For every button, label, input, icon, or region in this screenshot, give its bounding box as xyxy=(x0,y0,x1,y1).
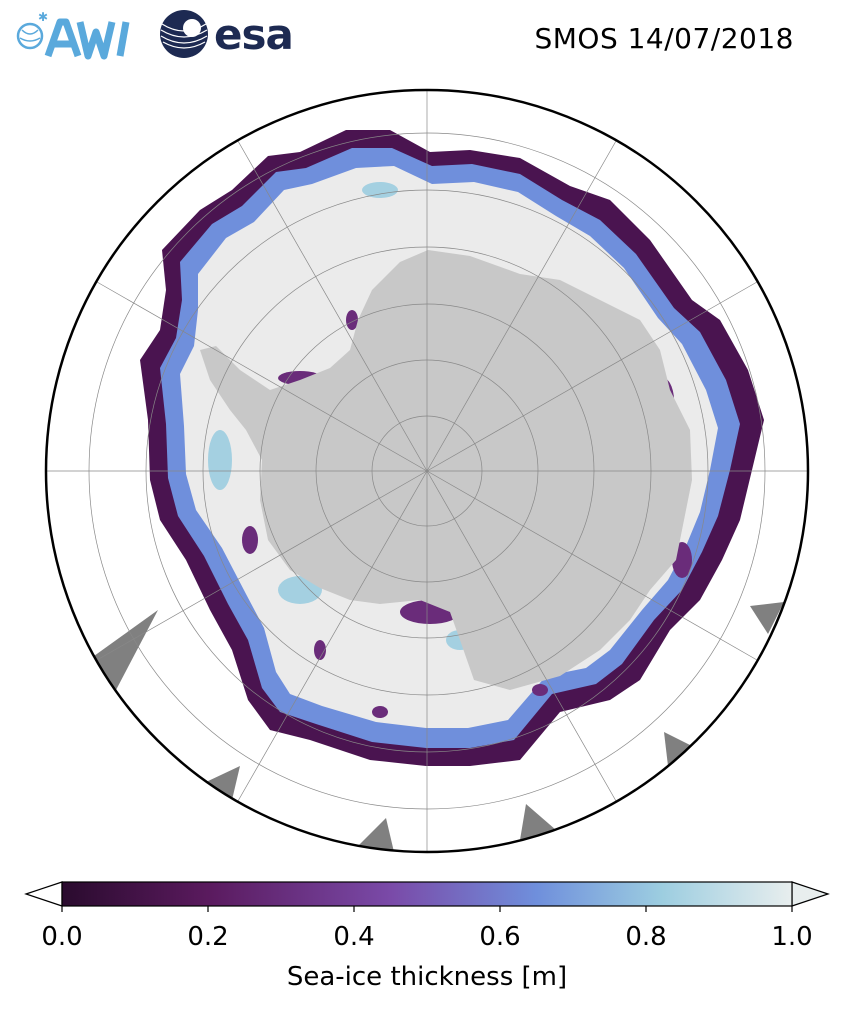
meridians xyxy=(46,90,808,852)
colorbar-extend-low xyxy=(24,881,63,907)
antarctica-land xyxy=(200,250,692,690)
esa-logo-text: esa xyxy=(214,10,294,59)
colorbar-tick-label: 0.6 xyxy=(479,922,521,952)
colorbar-tick-label: 1.0 xyxy=(771,922,813,952)
colorbar xyxy=(24,881,830,912)
map-boundary xyxy=(44,88,810,854)
no-data-patches xyxy=(94,602,784,852)
colorbar-tick-label: 0.4 xyxy=(333,922,375,952)
sea-ice-map xyxy=(44,88,810,854)
esa-logo: esa xyxy=(158,8,308,60)
awi-logo: ✱ xyxy=(8,8,144,60)
colorbar-label: Sea-ice thickness [m] xyxy=(286,962,568,992)
colorbar-tick-label: 0.0 xyxy=(41,922,83,952)
colorbar-extend-high xyxy=(791,881,830,907)
colorbar-ticks xyxy=(61,906,793,912)
colorbar-tick-label: 0.2 xyxy=(187,922,229,952)
colorbar-gradient xyxy=(61,881,793,907)
map-title: SMOS 14/07/2018 xyxy=(534,22,794,55)
colorbar-tick-label: 0.8 xyxy=(625,922,667,952)
svg-text:✱: ✱ xyxy=(38,10,48,24)
